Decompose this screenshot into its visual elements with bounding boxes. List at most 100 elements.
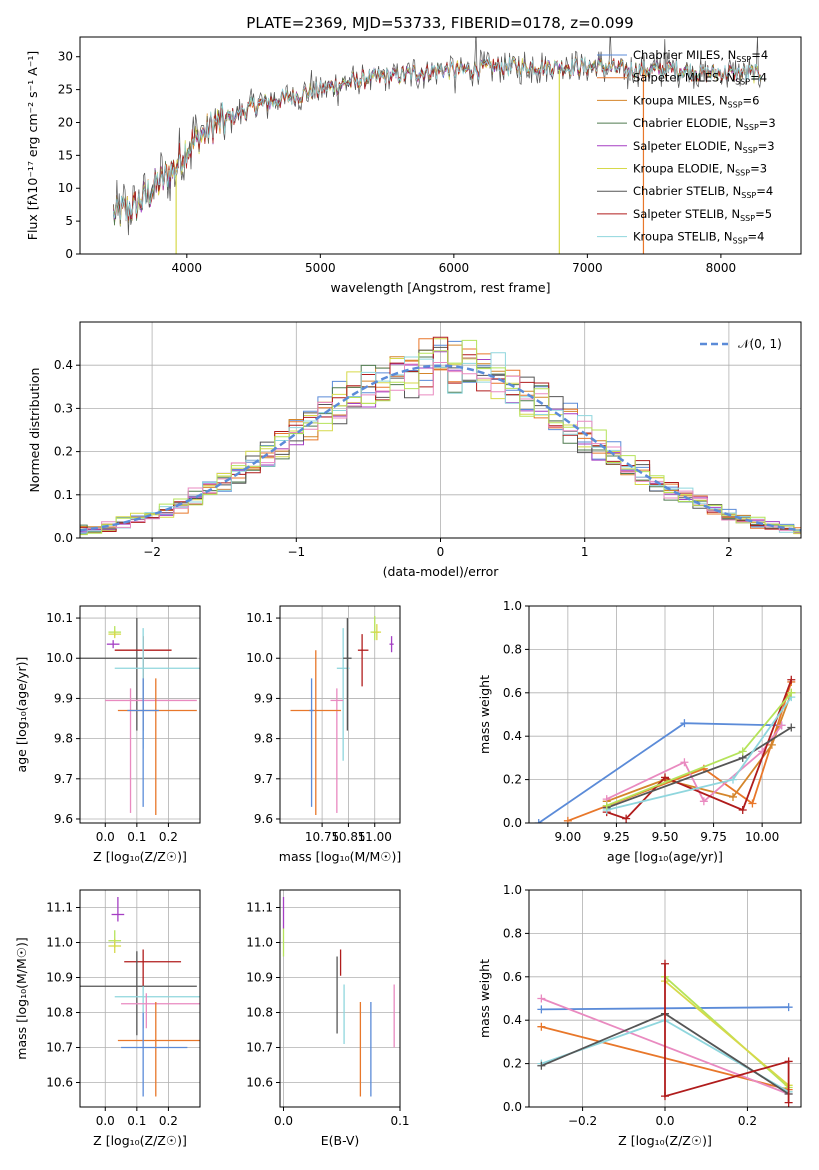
x-tick-label: 10.00 bbox=[745, 830, 779, 844]
y-tick-label: 30 bbox=[58, 50, 73, 64]
data-point-marker bbox=[784, 1057, 793, 1066]
data-point-marker bbox=[738, 747, 747, 756]
x-tick-label: 0.0 bbox=[96, 1114, 115, 1128]
legend-label: Kroupa ELODIE, NSSP=3 bbox=[633, 162, 767, 178]
data-point-marker bbox=[699, 797, 708, 806]
x-tick-label: 10.75 bbox=[305, 830, 339, 844]
y-tick-label: 25 bbox=[58, 83, 73, 97]
y-tick-label: 9.7 bbox=[54, 772, 73, 786]
y-tick-label: 15 bbox=[58, 148, 73, 162]
data-point-marker bbox=[784, 1098, 793, 1107]
panel-mass-vs-EBV: 0.0 0.1 10.6 10.7 10.8 10.9 11.0 11.1 E(B-V) bbox=[246, 889, 410, 1148]
y-tick-label: 11.0 bbox=[46, 936, 73, 950]
data-point-marker bbox=[738, 805, 747, 814]
legend: Chabrier MILES, NSSP=4 Salpeter MILES, NS… bbox=[597, 48, 776, 246]
plot-area bbox=[282, 897, 395, 1097]
data-point-marker bbox=[767, 740, 776, 749]
x-tick-label: 9.00 bbox=[554, 830, 581, 844]
data-point-marker bbox=[563, 816, 572, 823]
x-axis-label: age [log₁₀(age/yr)] bbox=[607, 849, 723, 864]
data-point-marker bbox=[748, 799, 757, 808]
axes-frame bbox=[528, 889, 802, 1108]
plot-area bbox=[534, 675, 796, 823]
legend-label: Salpeter ELODIE, NSSP=3 bbox=[633, 139, 775, 155]
x-axis-label: (data-model)/error bbox=[383, 564, 500, 579]
x-tick-label: 0.1 bbox=[127, 830, 146, 844]
data-point-marker bbox=[784, 1003, 793, 1012]
histogram-step bbox=[80, 338, 801, 535]
y-tick-label: 10.1 bbox=[46, 611, 73, 625]
legend-label: Chabrier STELIB, NSSP=4 bbox=[633, 184, 773, 200]
x-tick-label: 4000 bbox=[172, 261, 203, 275]
data-point-marker bbox=[602, 801, 611, 810]
y-tick-label: 1.0 bbox=[503, 883, 522, 897]
data-point-marker bbox=[622, 814, 631, 823]
y-tick-label: 0.6 bbox=[503, 686, 522, 700]
y-tick-label: 9.9 bbox=[54, 691, 73, 705]
y-tick-label: 10.8 bbox=[246, 1006, 273, 1020]
y-tick-label: 10.6 bbox=[46, 1076, 73, 1090]
x-tick-label: −1 bbox=[287, 545, 305, 559]
x-tick-label: 2 bbox=[725, 545, 733, 559]
data-point-marker bbox=[777, 721, 786, 730]
y-tick-label: 20 bbox=[58, 115, 73, 129]
y-tick-label: 0.4 bbox=[54, 358, 73, 372]
axes-frame bbox=[79, 36, 802, 255]
data-point-marker bbox=[534, 819, 543, 823]
plot-area bbox=[80, 336, 801, 536]
y-tick-label: 11.1 bbox=[46, 901, 73, 915]
y-tick-label: 0.2 bbox=[54, 445, 73, 459]
y-tick-label: 10 bbox=[58, 181, 73, 195]
x-tick-label: 8000 bbox=[706, 261, 737, 275]
y-tick-label: 0.0 bbox=[54, 531, 73, 545]
y-tick-label: 0.2 bbox=[503, 1057, 522, 1071]
x-tick-label: −2 bbox=[143, 545, 161, 559]
histogram-step bbox=[80, 351, 801, 534]
y-tick-label: 10.9 bbox=[46, 971, 73, 985]
y-tick-label: 0.1 bbox=[54, 488, 73, 502]
data-point-marker bbox=[537, 994, 546, 1003]
axes-frame bbox=[79, 321, 802, 539]
y-tick-label: 9.6 bbox=[54, 812, 73, 826]
y-axis-label: Normed distribution bbox=[27, 368, 42, 493]
y-tick-label: 0.4 bbox=[503, 1013, 522, 1027]
y-axis-label: mass weight bbox=[477, 675, 492, 754]
y-tick-label: 9.8 bbox=[54, 732, 73, 746]
y-tick-label: 10.0 bbox=[46, 651, 73, 665]
y-tick-label: 10.6 bbox=[246, 1076, 273, 1090]
x-tick-label: 0.2 bbox=[159, 830, 178, 844]
histogram-step bbox=[80, 336, 801, 533]
plot-area bbox=[113, 37, 762, 254]
y-tick-label: 0.4 bbox=[503, 729, 522, 743]
plot-area bbox=[80, 897, 200, 1097]
x-tick-label: 0.0 bbox=[274, 1114, 293, 1128]
legend-label: Kroupa MILES, NSSP=6 bbox=[633, 93, 759, 109]
x-tick-label: 5000 bbox=[305, 261, 336, 275]
histogram-step bbox=[80, 352, 801, 534]
panel-weight-vs-age: 9.00 9.25 9.50 9.75 10.00 0.0 0.2 0.4 0.6 0.8 1.0 a… bbox=[477, 599, 802, 864]
x-tick-label: 0.0 bbox=[655, 1114, 674, 1128]
x-tick-label: 6000 bbox=[439, 261, 470, 275]
x-axis-label: E(B-V) bbox=[321, 1133, 360, 1148]
histogram-step bbox=[80, 339, 801, 536]
plot-area bbox=[537, 959, 793, 1107]
x-axis-label: Z [log₁₀(Z/Z☉)] bbox=[93, 1133, 187, 1148]
gaussian-curve bbox=[80, 364, 801, 532]
series-line bbox=[664, 963, 790, 1103]
y-tick-label: 1.0 bbox=[503, 599, 522, 613]
y-axis-label: Flux [fλ10⁻¹⁷ erg cm⁻² s⁻¹ A⁻¹] bbox=[25, 51, 40, 240]
x-tick-label: −0.2 bbox=[568, 1114, 597, 1128]
data-point-marker bbox=[661, 773, 669, 782]
y-tick-label: 10.9 bbox=[246, 971, 273, 985]
data-point-marker bbox=[680, 758, 689, 767]
y-tick-label: 10.1 bbox=[246, 611, 273, 625]
y-tick-label: 10.8 bbox=[46, 1006, 73, 1020]
axes-frame bbox=[79, 889, 201, 1108]
histogram-step bbox=[80, 346, 801, 535]
y-tick-label: 9.8 bbox=[254, 732, 273, 746]
x-axis-label: wavelength [Angstrom, rest frame] bbox=[330, 280, 550, 295]
spectrum-line bbox=[113, 56, 762, 221]
data-point-marker bbox=[537, 1061, 546, 1070]
y-tick-label: 0 bbox=[65, 247, 73, 261]
